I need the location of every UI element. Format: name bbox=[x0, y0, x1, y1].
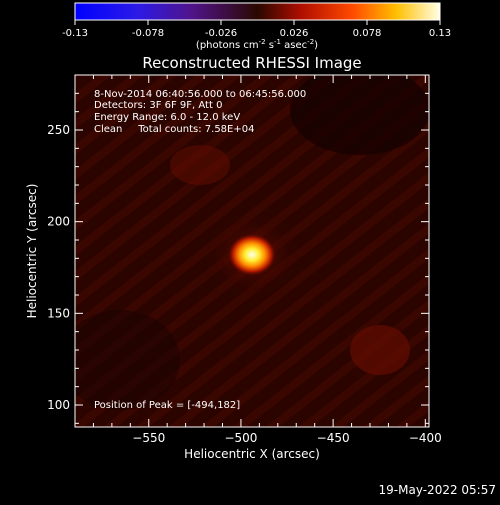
colorbar: -0.13 -0.078 -0.026 0.026 0.078 0.13 (photons… bbox=[62, 2, 451, 51]
colorbar-tick-label: 0.026 bbox=[280, 28, 309, 39]
footer-timestamp: 19-May-2022 05:57 bbox=[379, 483, 496, 497]
x-axis: −550 −500 −450 −400 bbox=[92, 75, 442, 445]
y-tick-label: 200 bbox=[47, 215, 70, 229]
colorbar-tick-label: -0.13 bbox=[62, 28, 88, 39]
colorbar-tick-label: -0.078 bbox=[132, 28, 164, 39]
y-tick-label: 100 bbox=[47, 398, 70, 412]
colorbar-ticks: -0.13 -0.078 -0.026 0.026 0.078 0.13 bbox=[62, 20, 451, 39]
x-tick-label: −500 bbox=[224, 431, 257, 445]
flare-source bbox=[228, 233, 276, 276]
y-axis-label: Heliocentric Y (arcsec) bbox=[25, 184, 39, 319]
observation-annotations: 8-Nov-2014 06:40:56.000 to 06:45:56.000 … bbox=[94, 89, 306, 135]
plot-frame bbox=[74, 74, 430, 428]
annotation-total-counts: Clean Total counts: 7.58E+04 bbox=[94, 124, 254, 135]
colorbar-tick-label: -0.026 bbox=[205, 28, 237, 39]
colorbar-gradient bbox=[74, 2, 441, 21]
y-tick-label: 250 bbox=[47, 123, 70, 137]
colorbar-units: (photons cm-2 s-1 asec-2) bbox=[196, 38, 318, 51]
colorbar-tick-label: 0.13 bbox=[429, 28, 451, 39]
peak-position-label: Position of Peak = [-494,182] bbox=[94, 400, 240, 411]
x-tick-label: −400 bbox=[409, 431, 442, 445]
x-axis-label: Heliocentric X (arcsec) bbox=[184, 447, 320, 461]
annotation-detectors: Detectors: 3F 6F 9F, Att 0 bbox=[94, 100, 222, 111]
x-tick-label: −450 bbox=[317, 431, 350, 445]
image-area bbox=[75, 75, 429, 427]
y-tick-label: 150 bbox=[47, 306, 70, 320]
annotation-time-range: 8-Nov-2014 06:40:56.000 to 06:45:56.000 bbox=[94, 89, 306, 100]
colorbar-tick-label: 0.078 bbox=[353, 28, 382, 39]
annotation-energy-range: Energy Range: 6.0 - 12.0 keV bbox=[94, 112, 240, 123]
y-axis: 100 150 200 250 bbox=[47, 74, 429, 424]
chart-title: Reconstructed RHESSI Image bbox=[142, 54, 361, 72]
x-tick-label: −550 bbox=[132, 431, 165, 445]
